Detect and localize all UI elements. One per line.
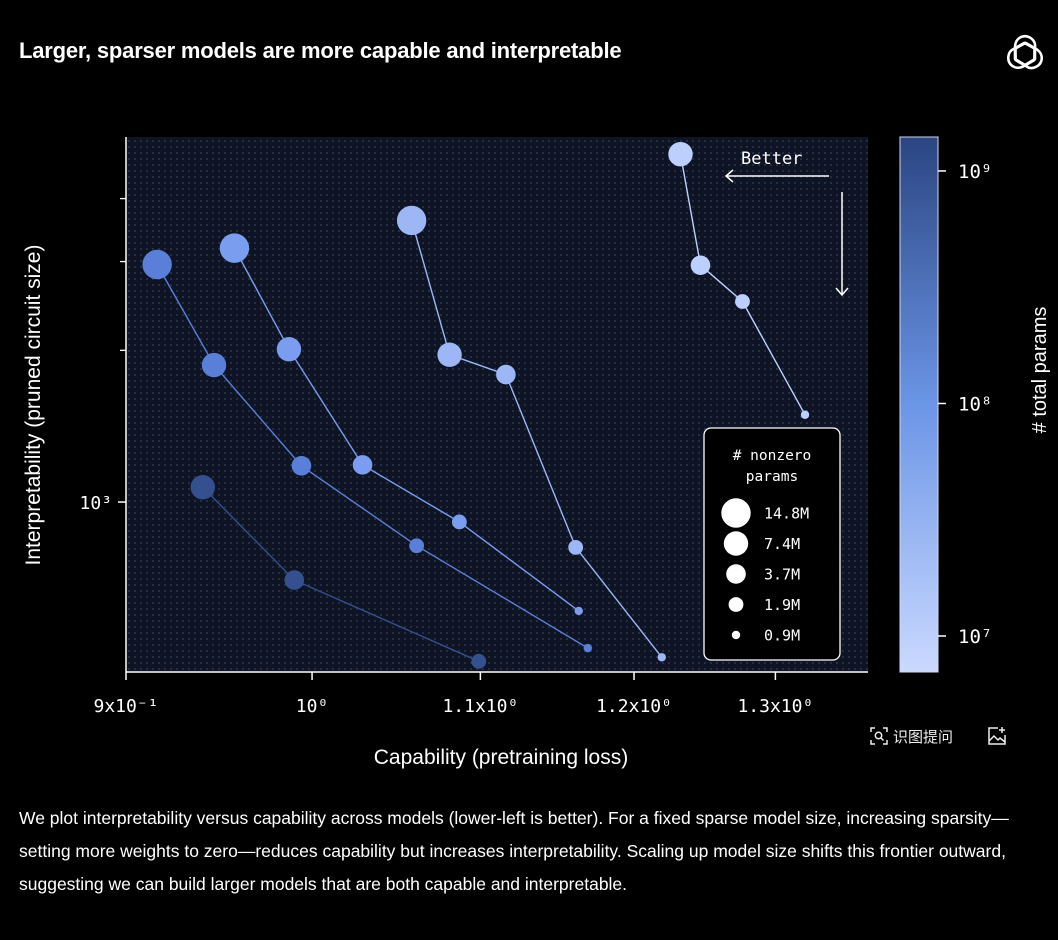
- scan-icon: [870, 727, 888, 745]
- data-point-3-4: [583, 643, 593, 653]
- size-legend-label-0: 14.8M: [764, 505, 809, 523]
- data-point-2-4: [574, 606, 583, 616]
- better-arrow-left: [724, 169, 829, 183]
- data-point-0-3: [800, 410, 810, 419]
- ask-about-image-button[interactable]: 识图提问: [870, 726, 953, 747]
- better-annotation: Better: [741, 149, 802, 169]
- data-point-0-2: [735, 294, 750, 309]
- size-legend-title-1: # nonzero: [733, 448, 812, 464]
- data-point-1-4: [657, 653, 666, 662]
- data-point-1-0: [396, 205, 427, 236]
- size-legend-marker-3: [728, 597, 744, 612]
- data-point-1-3: [568, 539, 584, 555]
- data-point-2-3: [451, 514, 467, 530]
- x-axis-label: Capability (pretraining loss): [374, 746, 628, 769]
- x-tick-label-0: 9x10⁻¹: [93, 696, 158, 717]
- series-line-0: [679, 154, 806, 416]
- chart: 9x10⁻¹ 10⁰ 1.1x10⁰ 1.2x10⁰ 1.3x10⁰ 10³ Better…: [22, 136, 1051, 769]
- x-tick-label-4: 1.3x10⁰: [737, 696, 813, 717]
- better-arrow-down: [835, 192, 849, 297]
- colorbar-gradient: [899, 136, 939, 673]
- data-point-3-2: [291, 456, 312, 476]
- data-point-4-0: [190, 475, 215, 500]
- data-point-0-1: [690, 255, 711, 276]
- colorbar-tick-label-2: 10⁷: [958, 626, 992, 648]
- image-toolbar: 识图提问: [870, 724, 1007, 748]
- x-tick-label-2: 1.1x10⁰: [442, 696, 518, 717]
- size-legend-label-4: 0.9M: [764, 627, 800, 645]
- size-legend-marker-2: [726, 564, 746, 584]
- data-point-4-2: [471, 653, 487, 669]
- x-tick-label-1: 10⁰: [296, 696, 329, 717]
- data-point-2-1: [276, 337, 302, 362]
- page-title: Larger, sparser models are more capable …: [19, 38, 622, 63]
- size-legend-label-1: 7.4M: [764, 535, 800, 553]
- openai-logo-icon: [1007, 34, 1044, 70]
- image-edit-button[interactable]: [987, 726, 1007, 746]
- data-point-3-0: [142, 249, 172, 280]
- colorbar-tick-label-0: 10⁹: [958, 161, 992, 183]
- image-edit-icon: [988, 727, 1006, 745]
- size-legend: # nonzero params 14.8M 7.4M 3.7M 1.9M 0.9M: [703, 427, 841, 661]
- data-point-1-1: [437, 342, 462, 367]
- data-point-2-2: [352, 455, 373, 475]
- data-point-2-0: [219, 233, 250, 263]
- axes: 9x10⁻¹ 10⁰ 1.1x10⁰ 1.2x10⁰ 1.3x10⁰ 10³: [79, 137, 868, 717]
- size-legend-label-2: 3.7M: [764, 566, 800, 584]
- colorbar-label: # total params: [1029, 307, 1051, 434]
- size-legend-marker-1: [723, 531, 749, 556]
- size-legend-marker-0: [721, 498, 751, 528]
- series-points: [142, 141, 810, 669]
- size-legend-label-3: 1.9M: [764, 596, 800, 614]
- y-axis-label: Interpretability (pruned circuit size): [22, 245, 45, 566]
- colorbar-tick-label-1: 10⁸: [958, 393, 992, 415]
- x-tick-label-3: 1.2x10⁰: [596, 696, 672, 717]
- ask-about-image-label: 识图提问: [893, 727, 954, 746]
- y-tick-label-0: 10³: [79, 493, 112, 514]
- data-point-1-2: [496, 364, 516, 385]
- size-legend-marker-4: [731, 630, 741, 640]
- data-point-4-1: [284, 570, 305, 590]
- data-point-3-3: [409, 538, 425, 554]
- data-point-0-0: [668, 141, 693, 167]
- colorbar: 10⁹ 10⁸ 10⁷ # total params: [899, 136, 1051, 673]
- size-legend-title-2: params: [746, 469, 798, 485]
- figure-caption: We plot interpretability versus capabili…: [19, 808, 1009, 894]
- data-point-3-1: [201, 352, 227, 378]
